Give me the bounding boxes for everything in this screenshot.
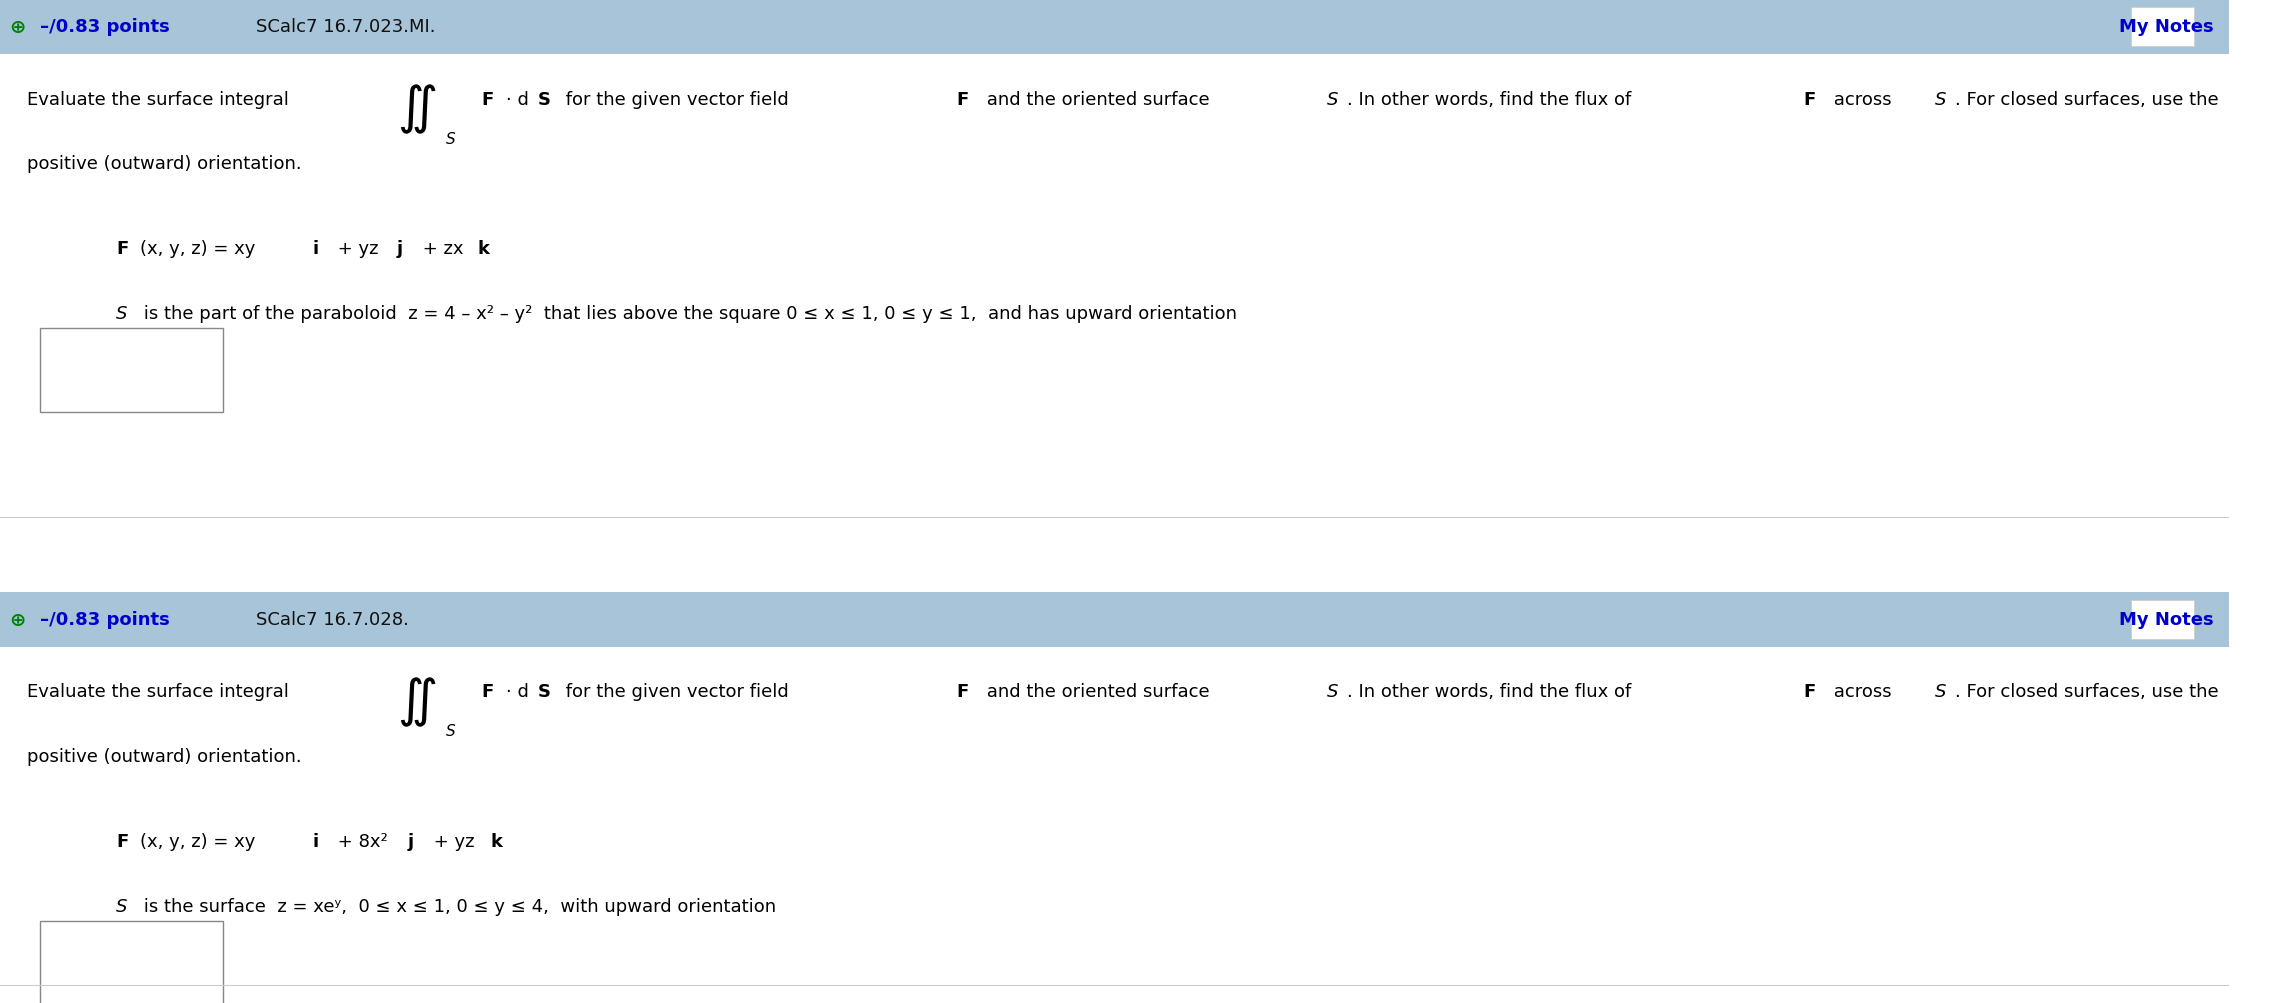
Text: S: S xyxy=(537,683,551,701)
Text: SCalc7 16.7.028.: SCalc7 16.7.028. xyxy=(257,611,410,629)
Text: SCalc7 16.7.023.MI.: SCalc7 16.7.023.MI. xyxy=(257,18,437,36)
Text: + yz: + yz xyxy=(332,240,385,258)
Text: j: j xyxy=(396,240,403,258)
Text: F: F xyxy=(483,90,494,108)
Text: (x, y, z) = xy: (x, y, z) = xy xyxy=(141,832,262,850)
Text: · d: · d xyxy=(505,683,528,701)
Text: . In other words, find the flux of: . In other words, find the flux of xyxy=(1347,683,1636,701)
Text: S: S xyxy=(1935,90,1946,108)
Text: S: S xyxy=(537,90,551,108)
Text: F: F xyxy=(1803,90,1816,108)
Text: F: F xyxy=(483,683,494,701)
Text: F: F xyxy=(116,832,127,850)
Text: k: k xyxy=(478,240,489,258)
Text: across: across xyxy=(1828,683,1898,701)
Text: for the given vector field: for the given vector field xyxy=(560,90,794,108)
Text: S: S xyxy=(116,897,127,915)
Text: ⊕: ⊕ xyxy=(9,610,25,629)
Text: . For closed surfaces, use the: . For closed surfaces, use the xyxy=(1955,90,2219,108)
Text: and the oriented surface: and the oriented surface xyxy=(981,683,1215,701)
FancyBboxPatch shape xyxy=(2130,8,2194,47)
Text: –/0.83 points: –/0.83 points xyxy=(41,611,171,629)
Text: j: j xyxy=(407,832,414,850)
Text: –/0.83 points: –/0.83 points xyxy=(41,18,171,36)
Text: F: F xyxy=(1803,683,1816,701)
Text: $\iint$: $\iint$ xyxy=(396,675,437,728)
Text: S: S xyxy=(1935,683,1946,701)
Text: across: across xyxy=(1828,90,1898,108)
Text: S: S xyxy=(446,131,455,146)
Text: S: S xyxy=(116,305,127,323)
Text: + 8x²: + 8x² xyxy=(332,832,394,850)
FancyBboxPatch shape xyxy=(41,921,223,1003)
Text: F: F xyxy=(956,90,970,108)
Text: positive (outward) orientation.: positive (outward) orientation. xyxy=(27,155,300,174)
Text: · d: · d xyxy=(505,90,528,108)
Text: k: k xyxy=(489,832,503,850)
Text: Evaluate the surface integral: Evaluate the surface integral xyxy=(27,90,289,108)
Text: S: S xyxy=(446,723,455,738)
Text: $\iint$: $\iint$ xyxy=(396,83,437,136)
Text: is the surface  z = xeʸ,  0 ≤ x ≤ 1, 0 ≤ y ≤ 4,  with upward orientation: is the surface z = xeʸ, 0 ≤ x ≤ 1, 0 ≤ y… xyxy=(139,897,776,915)
Text: S: S xyxy=(1327,90,1338,108)
FancyBboxPatch shape xyxy=(2130,600,2194,639)
Text: My Notes: My Notes xyxy=(2119,611,2215,629)
Text: i: i xyxy=(312,832,319,850)
Text: for the given vector field: for the given vector field xyxy=(560,683,794,701)
FancyBboxPatch shape xyxy=(0,0,2228,55)
Text: Evaluate the surface integral: Evaluate the surface integral xyxy=(27,683,289,701)
Text: + yz: + yz xyxy=(428,832,480,850)
Text: S: S xyxy=(1327,683,1338,701)
FancyBboxPatch shape xyxy=(0,592,2228,647)
Text: + zx: + zx xyxy=(417,240,469,258)
Text: ⊕: ⊕ xyxy=(9,18,25,37)
Text: and the oriented surface: and the oriented surface xyxy=(981,90,1215,108)
Text: F: F xyxy=(956,683,970,701)
Text: is the part of the paraboloid  z = 4 – x² – y²  that lies above the square 0 ≤ x: is the part of the paraboloid z = 4 – x²… xyxy=(139,305,1238,323)
Text: positive (outward) orientation.: positive (outward) orientation. xyxy=(27,747,300,765)
Text: F: F xyxy=(116,240,127,258)
Text: i: i xyxy=(312,240,319,258)
FancyBboxPatch shape xyxy=(41,328,223,413)
Text: . In other words, find the flux of: . In other words, find the flux of xyxy=(1347,90,1636,108)
Text: . For closed surfaces, use the: . For closed surfaces, use the xyxy=(1955,683,2219,701)
Text: My Notes: My Notes xyxy=(2119,18,2215,36)
Text: (x, y, z) = xy: (x, y, z) = xy xyxy=(141,240,262,258)
